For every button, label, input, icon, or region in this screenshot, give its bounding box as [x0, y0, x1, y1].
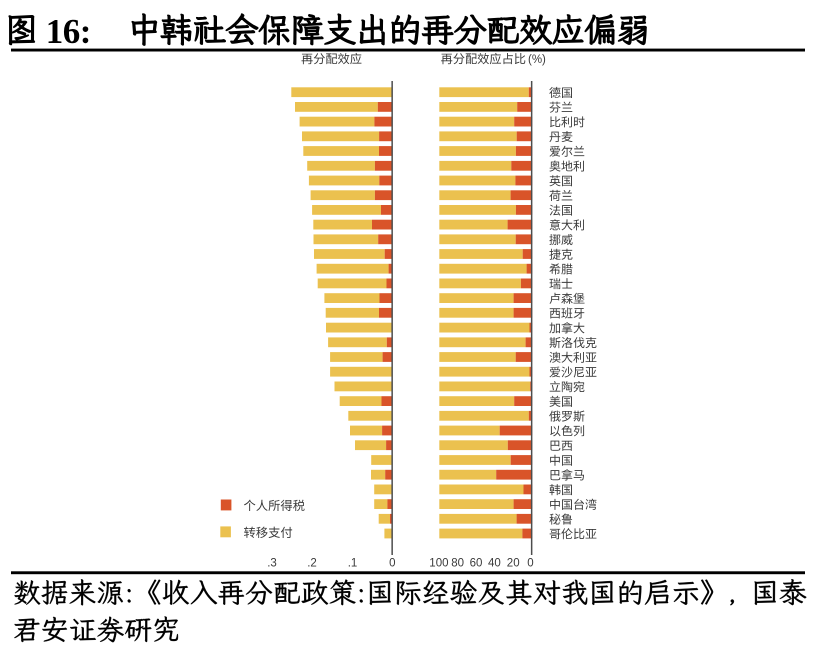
svg-text:.3: .3	[267, 558, 277, 570]
svg-text:20: 20	[507, 558, 520, 570]
svg-text:16:: 16:	[46, 12, 91, 51]
svg-text:80: 80	[451, 558, 464, 570]
svg-text:.1: .1	[348, 558, 358, 570]
svg-text:(%): (%)	[528, 54, 546, 66]
svg-text:.2: .2	[307, 558, 317, 570]
svg-text:100: 100	[429, 558, 448, 570]
svg-text:0: 0	[389, 558, 395, 570]
svg-text:60: 60	[470, 558, 483, 570]
svg-text:0: 0	[527, 558, 533, 570]
svg-text:40: 40	[488, 558, 501, 570]
